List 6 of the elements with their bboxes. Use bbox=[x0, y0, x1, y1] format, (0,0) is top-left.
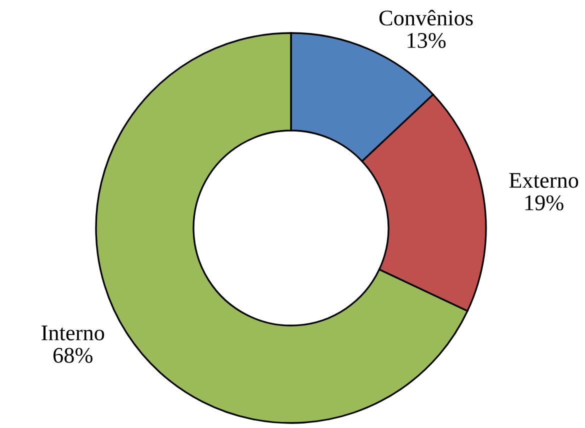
slice-label: Convênios bbox=[379, 10, 473, 26]
slice-label: Externo bbox=[509, 173, 578, 188]
data-label: 68% bbox=[53, 348, 92, 363]
slice-label: Interno bbox=[42, 326, 104, 340]
data-label: 19% bbox=[525, 195, 564, 210]
data-label: 13% bbox=[408, 33, 446, 48]
